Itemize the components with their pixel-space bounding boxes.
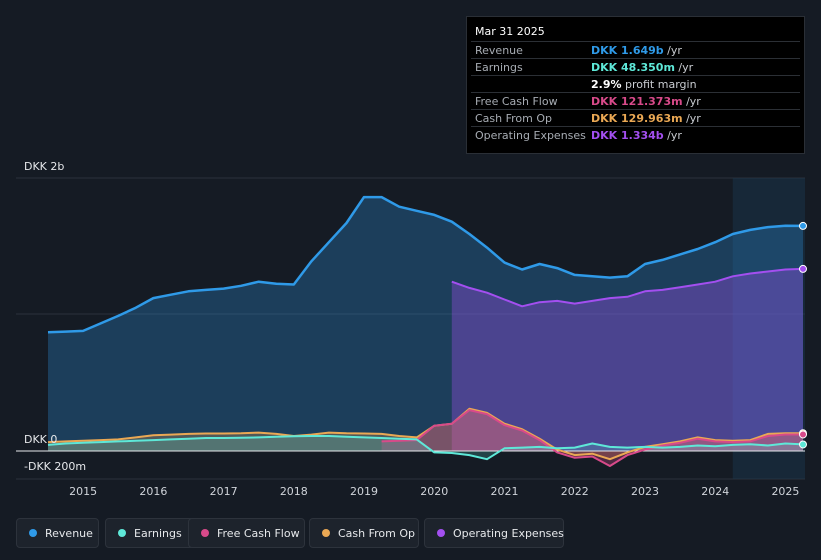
cash-from-op-line (47, 407, 803, 461)
operating-expenses-area (451, 268, 803, 451)
series-areas (48, 197, 803, 466)
earnings-line (47, 435, 804, 461)
x-tick-label: 2022 (561, 485, 589, 498)
tooltip-row-earnings: Earnings DKK 48.350m /yr (471, 58, 800, 76)
legend-item-operating-expenses[interactable]: Operating Expenses (424, 518, 564, 548)
free-cash-flow-line (381, 409, 803, 467)
legend-dot-icon (437, 529, 445, 537)
x-tick-label: 2021 (491, 485, 519, 498)
tooltip-row-cash-from-op: Cash From Op DKK 129.963m /yr (471, 109, 800, 127)
series-lines (47, 195, 804, 467)
x-tick-label: 2020 (420, 485, 448, 498)
earnings-end-point (799, 440, 807, 449)
tooltip-date: Mar 31 2025 (475, 25, 545, 38)
tooltip-unit: /yr (674, 61, 694, 74)
x-tick-label: 2024 (701, 485, 729, 498)
x-axis-ticks: 2015 2016 2017 2018 2019 2020 2021 2022 2023 2024… (69, 485, 799, 498)
tooltip-row-free-cash-flow: Free Cash Flow DKK 121.373m /yr (471, 92, 800, 110)
legend-label: Free Cash Flow (217, 527, 300, 540)
legend-label: Revenue (45, 527, 93, 540)
gridlines (16, 177, 805, 480)
legend-label: Cash From Op (338, 527, 416, 540)
tooltip-value: DKK 48.350m (591, 61, 675, 74)
revenue-area (48, 197, 803, 451)
legend-dot-icon (118, 529, 126, 537)
tooltip-label: Operating Expenses (475, 129, 586, 142)
legend-label: Earnings (134, 527, 182, 540)
x-tick-label: 2019 (350, 485, 378, 498)
free-cash-flow-end-point (799, 430, 807, 439)
tooltip-unit: profit margin (621, 78, 697, 91)
tooltip-row-margin: 2.9% profit margin (471, 75, 800, 93)
tooltip-row-revenue: Revenue DKK 1.649b /yr (471, 41, 800, 59)
free-cash-flow-area (381, 410, 803, 466)
earnings-area (48, 436, 803, 460)
operating-expenses-line (451, 267, 804, 308)
tooltip-unit: /yr (682, 112, 701, 125)
tooltip-unit: /yr (682, 95, 701, 108)
chart: DKK 2b DKK 0 -DKK 200m 2015 2016 2017 2018 2… (16, 160, 807, 498)
y-axis-label-zero: DKK 0 (24, 433, 57, 446)
legend-label: Operating Expenses (453, 527, 564, 540)
legend-dot-icon (322, 529, 330, 537)
tooltip-value: DKK 1.334b (591, 129, 664, 142)
legend-dot-icon (201, 529, 209, 537)
tooltip-value: DKK 1.649b (591, 44, 664, 57)
x-tick-label: 2017 (210, 485, 238, 498)
legend-item-free-cash-flow[interactable]: Free Cash Flow (188, 518, 305, 548)
operating-expenses-end-point (799, 264, 807, 273)
tooltip-label: Earnings (475, 61, 523, 74)
x-tick-label: 2018 (280, 485, 308, 498)
tooltip-label: Cash From Op (475, 112, 553, 125)
tooltip-row-operating-expenses: Operating Expenses DKK 1.334b /yr (471, 126, 800, 144)
legend-item-cash-from-op[interactable]: Cash From Op (309, 518, 419, 548)
series-end-markers (799, 221, 807, 449)
tooltip-value: 2.9% (591, 78, 622, 91)
legend-item-revenue[interactable]: Revenue (16, 518, 99, 548)
y-axis-label-top: DKK 2b (24, 160, 64, 173)
tooltip-label: Free Cash Flow (475, 95, 558, 108)
x-tick-label: 2023 (631, 485, 659, 498)
legend-item-earnings[interactable]: Earnings (105, 518, 198, 548)
y-axis-label-bottom: -DKK 200m (24, 460, 86, 473)
tooltip-panel: Mar 31 2025 Revenue DKK 1.649b /yr Earni… (466, 16, 805, 154)
tooltip-unit: /yr (663, 129, 682, 142)
tooltip-value: DKK 121.373m (591, 95, 683, 108)
x-tick-label: 2025 (771, 485, 799, 498)
x-tick-label: 2016 (139, 485, 167, 498)
revenue-line (47, 195, 804, 334)
legend-dot-icon (29, 529, 37, 537)
x-tick-label: 2015 (69, 485, 97, 498)
tooltip-label: Revenue (475, 44, 523, 57)
revenue-end-point (799, 221, 807, 230)
tooltip-unit: /yr (663, 44, 682, 57)
tooltip-value: DKK 129.963m (591, 112, 683, 125)
